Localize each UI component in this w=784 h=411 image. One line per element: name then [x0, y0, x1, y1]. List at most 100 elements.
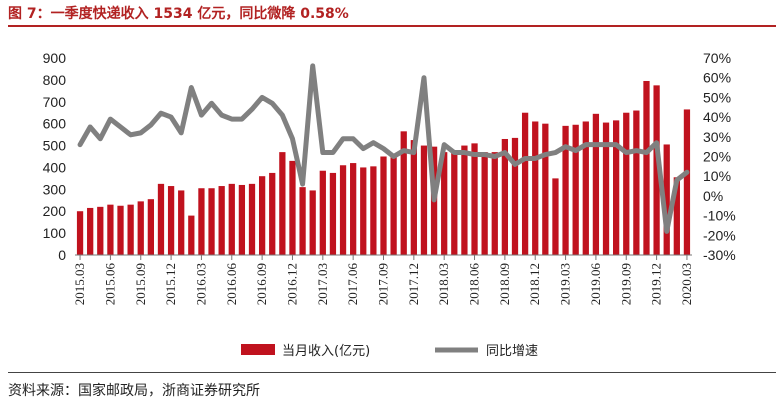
bar: [269, 172, 276, 255]
right-axis-tick-label: 30%: [703, 129, 731, 145]
right-axis-tick-label: 10%: [703, 168, 731, 184]
bar: [76, 211, 84, 255]
bar: [552, 178, 559, 255]
bar: [582, 121, 589, 255]
bar: [319, 170, 326, 255]
x-axis-tick-label: 2018.06: [467, 263, 482, 306]
bar: [339, 165, 347, 255]
x-axis-tick-label: 2020.03: [679, 263, 694, 305]
x-axis-tick-label: 2017.12: [406, 263, 421, 305]
bar: [350, 163, 357, 255]
bar: [572, 124, 579, 255]
x-axis-tick-label: 2019.03: [558, 263, 573, 305]
left-axis-labels: 0 100 200 300 400 500 600 700 800 900: [43, 50, 67, 263]
bar: [623, 112, 630, 255]
bar: [592, 113, 600, 255]
bar: [380, 156, 387, 255]
right-axis-tick-label: 20%: [703, 149, 731, 165]
x-axis-tick-label: 2016.09: [254, 263, 269, 305]
bar: [329, 172, 337, 255]
source-note: 资料来源：国家邮政局，浙商证券研究所: [8, 383, 260, 399]
bar: [663, 144, 670, 255]
bar: [279, 152, 286, 255]
bar: [400, 131, 407, 255]
bar: [602, 122, 610, 255]
bar: [471, 143, 478, 255]
bar: [491, 152, 498, 255]
x-axis-tick-label: 2018.03: [436, 263, 451, 305]
bar: [360, 167, 367, 255]
right-axis-tick-label: 50%: [703, 89, 731, 105]
bar: [511, 137, 519, 255]
left-axis-tick-label: 900: [43, 50, 67, 66]
x-axis-tick-label: 2017.03: [315, 263, 330, 305]
bar: [87, 207, 94, 255]
bar-series: [76, 80, 691, 255]
x-axis-tick-label: 2015.12: [163, 263, 178, 305]
bar: [370, 166, 377, 255]
x-axis-tick-label: 2015.03: [72, 263, 87, 305]
bar: [188, 215, 195, 255]
bar: [178, 190, 185, 255]
bar: [633, 110, 640, 255]
bar: [521, 112, 529, 255]
right-axis-tick-label: 70%: [703, 50, 731, 66]
left-axis-tick-label: 800: [43, 72, 67, 88]
bar: [238, 184, 246, 255]
left-axis-tick-label: 400: [43, 159, 67, 175]
right-axis-tick-label: 40%: [703, 109, 731, 125]
x-axis-tick-label: 2016.12: [284, 263, 299, 305]
x-axis-tick-label: 2017.09: [376, 263, 391, 305]
bar: [258, 176, 266, 255]
bar: [420, 145, 428, 255]
bar: [441, 152, 448, 255]
bar: [673, 177, 680, 255]
right-axis-labels: -30% -20% -10% 0% 10% 20% 30% 40% 50% 60% 70%: [703, 50, 736, 263]
x-axis-tick-label: 2019.09: [618, 263, 633, 305]
x-axis-tick-label: 2017.06: [345, 263, 360, 306]
bar: [167, 186, 175, 255]
x-tick-marks: [79, 255, 688, 260]
left-axis-tick-label: 500: [43, 138, 67, 154]
bar: [97, 206, 104, 255]
bar: [248, 183, 256, 255]
bar: [218, 186, 225, 255]
bar: [309, 190, 316, 255]
bar: [643, 80, 650, 255]
bar: [137, 201, 144, 255]
right-axis-tick-label: -20%: [703, 227, 736, 243]
right-axis-tick-label: 60%: [703, 70, 731, 86]
bar: [299, 187, 306, 255]
bar: [501, 138, 509, 255]
right-axis-tick-label: 0%: [703, 188, 723, 204]
x-axis-tick-label: 2015.09: [133, 263, 148, 305]
left-axis-tick-label: 300: [43, 181, 67, 197]
source-rule: [8, 372, 776, 373]
x-axis-tick-label: 2015.06: [102, 263, 117, 306]
bar: [289, 160, 296, 255]
bar: [208, 188, 215, 255]
bar: [410, 140, 417, 255]
legend: 当月收入(亿元) 同比增速: [241, 344, 538, 359]
chart-title: 图 7：一季度快递收入 1534 亿元，同比微降 0.58%: [8, 6, 349, 22]
left-axis-tick-label: 600: [43, 116, 67, 132]
growth-line: [77, 63, 690, 234]
right-axis-tick-label: -30%: [703, 247, 736, 263]
bar: [461, 145, 468, 255]
bar: [390, 156, 397, 255]
x-axis-tick-label: 2019.06: [588, 263, 603, 306]
x-axis-labels: 2015.03 2015.06 2015.09 2015.12 2016.03 2016.…: [72, 263, 694, 306]
bar: [613, 120, 620, 255]
bar: [228, 183, 235, 255]
bar: [117, 205, 124, 255]
bar: [127, 204, 134, 255]
bar: [147, 199, 154, 255]
x-axis-tick-label: 2016.06: [224, 263, 239, 306]
x-axis-tick-label: 2019.12: [649, 263, 664, 305]
x-axis-tick-label: 2016.03: [193, 263, 208, 305]
bar: [683, 109, 691, 255]
left-axis-tick-label: 200: [43, 203, 67, 219]
bar: [198, 188, 205, 255]
legend-line-label: 同比增速: [486, 344, 538, 359]
